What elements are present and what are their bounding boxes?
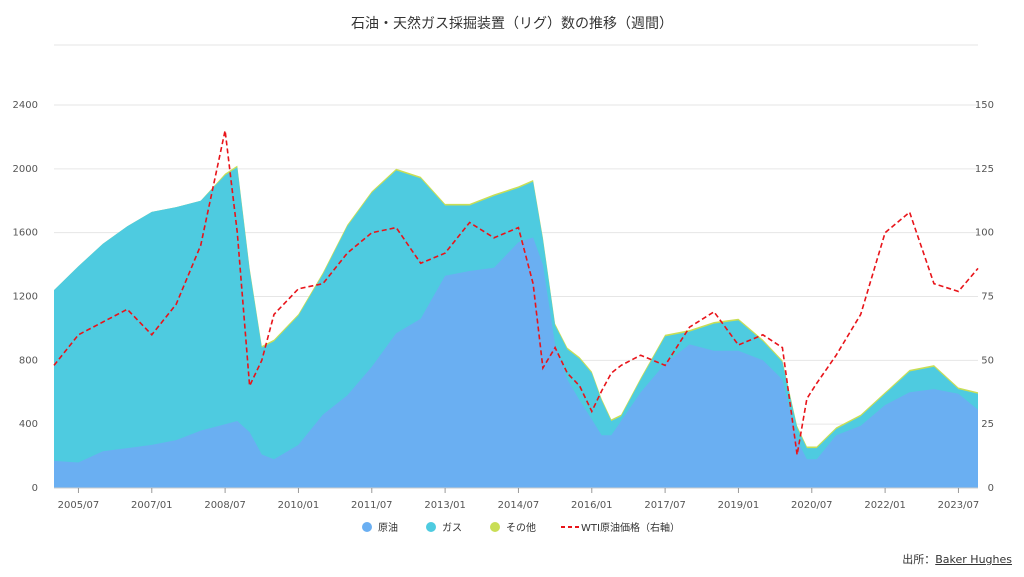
x-tick-label: 2007/01: [131, 500, 173, 511]
wti-price-line: [53, 130, 979, 455]
legend-marker: [426, 522, 436, 532]
x-tick-label: 2013/01: [424, 500, 466, 511]
legend-marker: [362, 522, 372, 532]
y-right-tick-label: 50: [981, 355, 994, 366]
y-left-tick-label: 0: [32, 483, 38, 494]
y-left-tick-label: 2000: [13, 164, 38, 175]
y-right-tick-label: 125: [975, 164, 994, 175]
y-left-tick-label: 400: [19, 419, 38, 430]
y-right-tick-label: 75: [981, 292, 994, 303]
x-tick-label: 2019/01: [718, 500, 760, 511]
y-right-tick-label: 25: [981, 419, 994, 430]
legend-label: WTI原油価格（右軸）: [581, 521, 680, 534]
x-tick-label: 2022/01: [864, 500, 906, 511]
chart-title: 石油・天然ガス採掘装置（リグ）数の推移（週間）: [351, 15, 673, 32]
source-link[interactable]: Baker Hughes: [935, 553, 1012, 566]
legend-label: 原油: [378, 521, 398, 534]
y-left-tick-label: 2400: [13, 100, 38, 111]
x-tick-label: 2005/07: [58, 500, 100, 511]
y-left-tick-label: 1600: [13, 228, 38, 239]
legend[interactable]: 原油 ガス その他 WTI原油価格（右軸）: [362, 521, 680, 534]
y-right-tick-label: 100: [975, 228, 994, 239]
source-note: 出所：Baker Hughes: [902, 551, 1012, 567]
x-tick-label: 2023/07: [938, 500, 980, 511]
x-tick-label: 2020/07: [791, 500, 833, 511]
x-tick-label: 2010/01: [278, 500, 320, 511]
y-left-tick-label: 1200: [13, 292, 38, 303]
legend-item[interactable]: その他: [490, 521, 536, 534]
line-series: [53, 130, 979, 455]
x-tick-label: 2016/01: [571, 500, 613, 511]
legend-marker: [490, 522, 500, 532]
x-tick-label: 2017/07: [644, 500, 686, 511]
y-right-tick-label: 150: [975, 100, 994, 111]
x-tick-label: 2011/07: [351, 500, 393, 511]
y-right-tick-label: 0: [988, 483, 994, 494]
area-oil: [54, 237, 978, 488]
y-left-tick-label: 800: [19, 355, 38, 366]
axes: 0 400 800 1200 1600 2000 2400 0 25 50 75 100 125 150 2…: [13, 100, 994, 511]
legend-label: ガス: [442, 522, 462, 534]
legend-label: その他: [506, 521, 536, 534]
legend-item[interactable]: 原油: [362, 521, 398, 534]
x-tick-label: 2008/07: [204, 500, 246, 511]
legend-item[interactable]: ガス: [426, 522, 462, 534]
source-label: 出所：: [902, 553, 936, 566]
x-tick-label: 2014/07: [498, 500, 540, 511]
legend-item[interactable]: WTI原油価格（右軸）: [561, 521, 680, 534]
area-series: [54, 165, 978, 488]
